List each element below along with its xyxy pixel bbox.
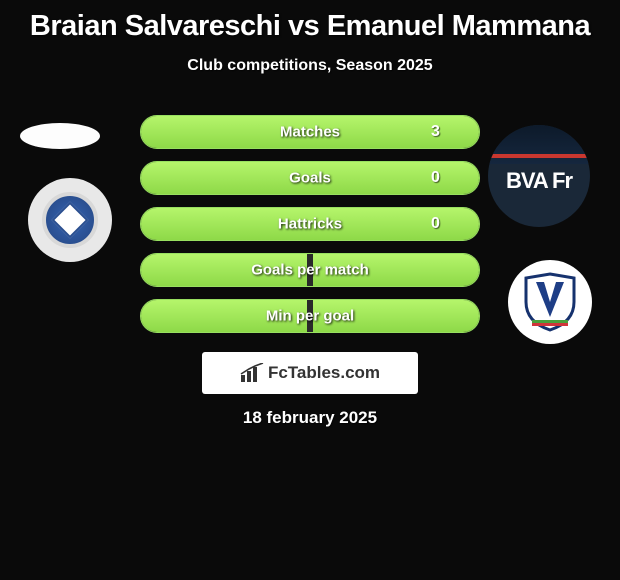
stat-value-right: 0	[431, 169, 471, 187]
stat-row: Goals 0	[140, 161, 480, 195]
comparison-card: Braian Salvareschi vs Emanuel Mammana Cl…	[0, 0, 620, 580]
stat-row: Hattricks 0	[140, 207, 480, 241]
card-title: Braian Salvareschi vs Emanuel Mammana	[0, 0, 620, 43]
branding-text: FcTables.com	[268, 363, 380, 383]
stat-label: Hattricks	[278, 216, 342, 233]
stat-row: Goals per match	[140, 253, 480, 287]
stat-value-right: 0	[431, 215, 471, 233]
shirt-sponsor-text: BVA Fr	[488, 168, 590, 194]
stat-label: Goals per match	[251, 262, 369, 279]
stat-value-right: 3	[431, 123, 471, 141]
card-subtitle: Club competitions, Season 2025	[0, 57, 620, 75]
stat-label: Goals	[289, 170, 331, 187]
stat-label: Min per goal	[266, 308, 354, 325]
stat-label: Matches	[280, 124, 340, 141]
player-right-club-logo	[508, 260, 592, 344]
bars-icon	[240, 363, 264, 383]
player-left-club-logo	[28, 178, 112, 262]
branding-badge: FcTables.com	[202, 352, 418, 394]
generated-date: 18 february 2025	[0, 408, 620, 428]
stats-area: Matches 3 Goals 0 Hattricks 0 Goals per match M…	[140, 115, 480, 345]
player-left-photo	[20, 123, 100, 149]
stat-row: Matches 3	[140, 115, 480, 149]
player-right-photo: BVA Fr	[488, 125, 590, 227]
velez-crest-icon	[524, 272, 576, 332]
stat-row: Min per goal	[140, 299, 480, 333]
godoy-cruz-crest-icon	[42, 192, 98, 248]
